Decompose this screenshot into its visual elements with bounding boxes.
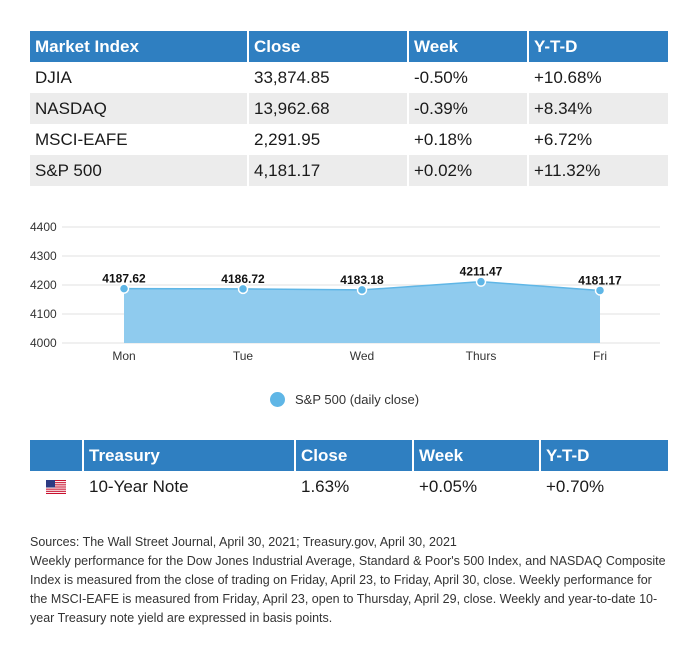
treasury-table: Treasury Close Week Y-T-D 10-: [30, 440, 668, 502]
data-point: [475, 276, 487, 287]
data-point: [118, 283, 130, 294]
header-week: Week: [413, 440, 541, 471]
market-table-header-row: Market Index Close Week Y-T-D: [30, 31, 668, 62]
legend-marker-icon: [270, 391, 285, 407]
header-close: Close: [248, 31, 409, 62]
index-name: NASDAQ: [30, 93, 249, 124]
y-tick-label: 4400: [30, 220, 57, 234]
index-name: S&P 500: [30, 155, 249, 186]
x-tick-label: Thurs: [466, 349, 497, 363]
index-week: -0.50%: [408, 62, 529, 93]
data-label: 4183.18: [340, 273, 384, 287]
y-tick-label: 4100: [30, 307, 57, 321]
index-week: -0.39%: [408, 93, 529, 124]
data-label: 4211.47: [460, 265, 503, 279]
treasury-close: 1.63%: [295, 471, 414, 502]
x-tick-label: Fri: [593, 349, 607, 363]
sp500-area-chart: 4400 4300 4200 4100 4000 4187.62 4186.72 4183.1…: [30, 220, 660, 363]
index-close: 33,874.85: [248, 62, 409, 93]
us-flag-icon: [46, 480, 66, 495]
header-ytd: Y-T-D: [540, 440, 668, 471]
index-close: 13,962.68: [248, 93, 409, 124]
index-ytd: +6.72%: [534, 129, 593, 149]
legend-label: S&P 500 (daily close): [295, 391, 420, 407]
header-close: Close: [295, 440, 414, 471]
table-row: NASDAQ 13,962.68 -0.39% +8.34%: [30, 93, 668, 124]
series-area: [124, 281, 600, 343]
index-ytd: +8.34%: [528, 93, 668, 124]
chart-marker-layer: [118, 276, 606, 296]
data-label: 4186.72: [221, 272, 265, 286]
data-point: [237, 283, 249, 295]
index-week: +0.18%: [408, 124, 529, 155]
index-name: MSCI-EAFE: [30, 124, 249, 155]
market-index-table: Market Index Close Week Y-T-D DJIA 33,87…: [30, 31, 668, 186]
chart-label-layer: 4400 4300 4200 4100 4000 4187.62 4186.72 4183.1…: [30, 220, 622, 363]
table-row: DJIA 33,874.85 -0.50% +10.68%: [30, 62, 668, 93]
treasury-week: +0.05%: [413, 471, 541, 502]
data-point: [356, 284, 368, 296]
methodology-text: Weekly performance for the Dow Jones Ind…: [30, 554, 666, 625]
index-ytd: +10.68%: [534, 67, 602, 87]
treasury-ytd: +0.70%: [546, 476, 605, 496]
x-tick-label: Tue: [233, 349, 254, 363]
y-tick-label: 4300: [30, 249, 57, 263]
index-name: DJIA: [30, 62, 249, 93]
chart-legend: S&P 500 (daily close): [270, 390, 419, 408]
table-row: MSCI-EAFE 2,291.95 +0.18% +6.72%: [30, 124, 668, 155]
header-flag-blank: [30, 440, 84, 471]
table-row: S&P 500 4,181.17 +0.02% +11.32%: [30, 155, 668, 186]
footnotes: Sources: The Wall Street Journal, April …: [30, 533, 670, 628]
header-market-index: Market Index: [30, 31, 249, 62]
y-tick-label: 4200: [30, 278, 57, 292]
y-tick-label: 4000: [30, 336, 57, 350]
data-label: 4187.62: [102, 272, 146, 286]
header-treasury: Treasury: [83, 440, 296, 471]
header-ytd: Y-T-D: [528, 31, 668, 62]
data-point: [594, 285, 606, 296]
index-ytd: +11.32%: [528, 155, 668, 186]
treasury-name: 10-Year Note: [83, 471, 296, 502]
x-tick-label: Wed: [350, 349, 374, 363]
index-close: 4,181.17: [248, 155, 409, 186]
data-label: 4181.17: [578, 273, 622, 287]
treasury-table-header-row: Treasury Close Week Y-T-D: [30, 440, 668, 471]
sources-text: Sources: The Wall Street Journal, April …: [30, 535, 457, 549]
index-close: 2,291.95: [248, 124, 409, 155]
x-tick-label: Mon: [112, 349, 135, 363]
header-week: Week: [408, 31, 529, 62]
index-week: +0.02%: [408, 155, 529, 186]
flag-cell: [30, 471, 84, 502]
table-row: 10-Year Note 1.63% +0.05% +0.70%: [30, 471, 668, 502]
